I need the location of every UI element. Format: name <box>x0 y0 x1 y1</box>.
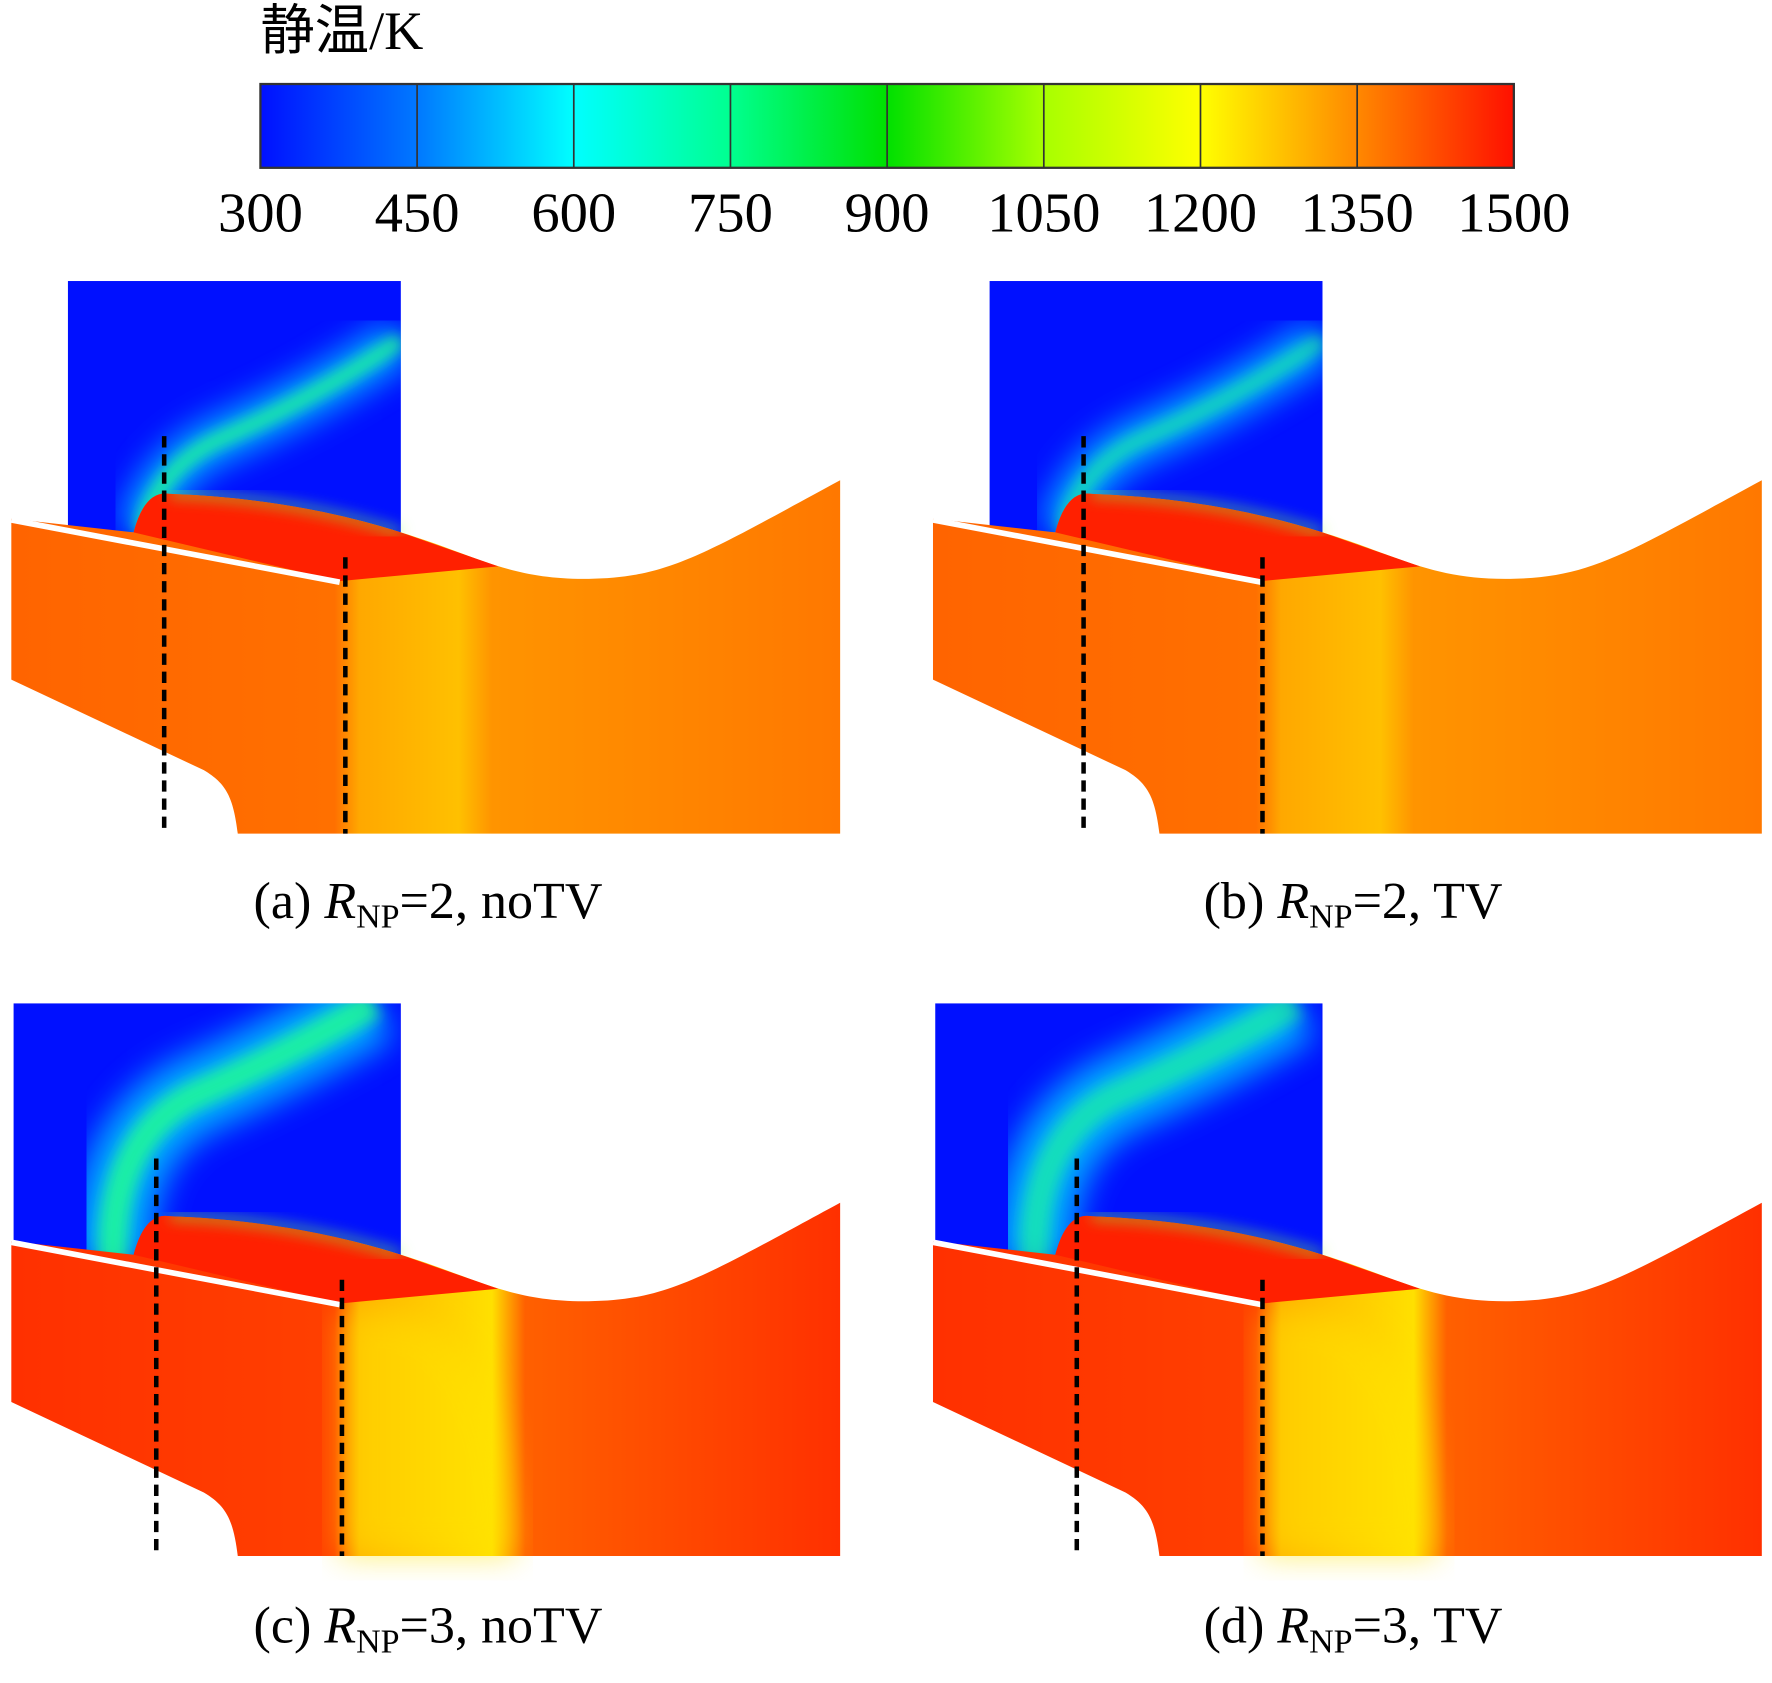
plume-core <box>133 333 401 535</box>
plume-core <box>1019 1003 1303 1267</box>
caption-subscript: NP <box>1309 898 1352 935</box>
contour-panels <box>10 281 1762 1556</box>
colorbar-tick-label: 900 <box>845 183 930 245</box>
colorbar-tick-label: 1350 <box>1301 183 1414 245</box>
colorbar-tick-label: 1200 <box>1144 183 1257 245</box>
caption-symbol: R <box>1276 1598 1309 1655</box>
caption-suffix: =2, noTV <box>400 873 603 930</box>
colorbar-tick-label: 600 <box>531 183 616 245</box>
caption-subscript: NP <box>356 1623 399 1660</box>
main-flow <box>932 480 1762 834</box>
lip <box>10 517 341 585</box>
caption-subscript: NP <box>1309 1623 1352 1660</box>
lip <box>932 1239 1262 1308</box>
caption-tag: (b) <box>1204 873 1278 930</box>
caption-subscript: NP <box>356 898 399 935</box>
plume-core <box>1055 333 1323 535</box>
colorbar-tick-label: 300 <box>218 183 303 245</box>
colorbar-tick-label: 750 <box>688 183 773 245</box>
plume <box>73 1003 395 1268</box>
colorbar-tick-label: 1050 <box>987 183 1100 245</box>
contour-panel <box>10 281 841 834</box>
shear-layer <box>1091 491 1324 535</box>
contour-panel <box>932 1003 1762 1556</box>
plume-core <box>98 1003 382 1267</box>
caption-tag: (a) <box>253 873 324 930</box>
caption-tag: (d) <box>1204 1598 1278 1655</box>
colorbar-tick-label: 450 <box>375 183 460 245</box>
hot-jet <box>1055 493 1420 582</box>
hot-jet <box>133 493 499 582</box>
shear-layer <box>1091 1214 1324 1257</box>
shear-layer <box>169 491 402 535</box>
mixing-front <box>339 1311 516 1556</box>
lip <box>932 517 1262 585</box>
contour-panel <box>932 281 1762 834</box>
mixing-front <box>1261 1311 1437 1556</box>
plume <box>1041 321 1323 539</box>
panel-caption: (d) RNP=3, TV <box>1204 1598 1503 1660</box>
hot-jet <box>1055 1215 1420 1304</box>
colorbar-tick-label: 1500 <box>1457 183 1570 245</box>
panel-caption: (b) RNP=2, TV <box>1204 873 1503 935</box>
plume <box>119 321 401 539</box>
panel-caption: (c) RNP=3, noTV <box>253 1598 602 1660</box>
shear-layer <box>169 1214 402 1257</box>
caption-symbol: R <box>323 873 356 930</box>
contour-panel <box>10 1003 841 1556</box>
lip <box>10 1239 341 1308</box>
caption-tag: (c) <box>253 1598 324 1655</box>
plume <box>994 1003 1316 1268</box>
caption-suffix: =3, TV <box>1353 1598 1503 1655</box>
main-flow <box>11 480 841 834</box>
caption-suffix: =2, TV <box>1353 873 1503 930</box>
hot-jet <box>133 1215 499 1304</box>
caption-symbol: R <box>323 1598 356 1655</box>
panel-caption: (a) RNP=2, noTV <box>253 873 602 935</box>
coolant-region <box>989 281 1323 533</box>
caption-symbol: R <box>1276 873 1309 930</box>
colorbar-title: 静温/K <box>260 1 423 61</box>
coolant-region <box>67 281 401 533</box>
caption-suffix: =3, noTV <box>400 1598 603 1655</box>
